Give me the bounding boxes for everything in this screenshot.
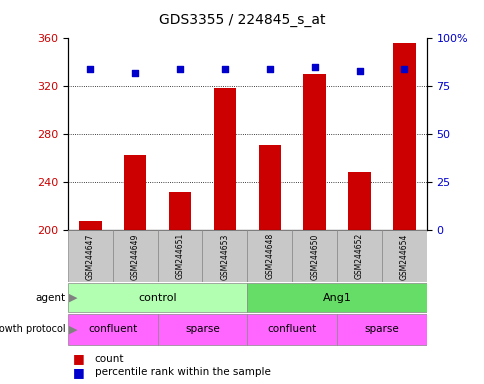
- Point: [176, 66, 183, 72]
- Bar: [157, 230, 202, 282]
- Text: Ang1: Ang1: [322, 293, 351, 303]
- Text: GSM244649: GSM244649: [130, 233, 139, 280]
- Bar: [247, 283, 426, 312]
- Bar: [202, 230, 247, 282]
- Text: growth protocol: growth protocol: [0, 324, 65, 334]
- Bar: [79, 221, 101, 230]
- Text: confluent: confluent: [88, 324, 137, 334]
- Text: ■: ■: [73, 366, 84, 379]
- Bar: [336, 230, 381, 282]
- Point: [310, 64, 318, 70]
- Bar: [336, 314, 426, 345]
- Text: sparse: sparse: [364, 324, 398, 334]
- Bar: [348, 172, 370, 230]
- Bar: [393, 43, 415, 230]
- Bar: [213, 88, 236, 230]
- Text: count: count: [94, 354, 124, 364]
- Bar: [124, 155, 146, 230]
- Text: agent: agent: [35, 293, 65, 303]
- Text: GSM244652: GSM244652: [354, 233, 363, 280]
- Text: sparse: sparse: [185, 324, 219, 334]
- Text: GSM244647: GSM244647: [86, 233, 95, 280]
- Text: ▶: ▶: [69, 293, 78, 303]
- Bar: [157, 314, 247, 345]
- Bar: [68, 230, 112, 282]
- Text: control: control: [138, 293, 177, 303]
- Bar: [291, 230, 336, 282]
- Text: percentile rank within the sample: percentile rank within the sample: [94, 367, 270, 377]
- Text: GSM244651: GSM244651: [175, 233, 184, 280]
- Point: [131, 70, 139, 76]
- Bar: [68, 283, 247, 312]
- Point: [86, 66, 94, 72]
- Bar: [68, 314, 157, 345]
- Bar: [168, 192, 191, 230]
- Text: GSM244648: GSM244648: [265, 233, 274, 280]
- Point: [221, 66, 228, 72]
- Text: GSM244650: GSM244650: [309, 233, 318, 280]
- Text: GSM244653: GSM244653: [220, 233, 229, 280]
- Point: [355, 68, 363, 74]
- Point: [400, 66, 408, 72]
- Text: GDS3355 / 224845_s_at: GDS3355 / 224845_s_at: [159, 13, 325, 27]
- Bar: [381, 230, 426, 282]
- Bar: [258, 145, 280, 230]
- Text: confluent: confluent: [267, 324, 316, 334]
- Bar: [247, 314, 336, 345]
- Bar: [303, 74, 325, 230]
- Text: ▶: ▶: [69, 324, 78, 334]
- Text: ■: ■: [73, 353, 84, 366]
- Bar: [247, 230, 291, 282]
- Bar: [112, 230, 157, 282]
- Text: GSM244654: GSM244654: [399, 233, 408, 280]
- Point: [265, 66, 273, 72]
